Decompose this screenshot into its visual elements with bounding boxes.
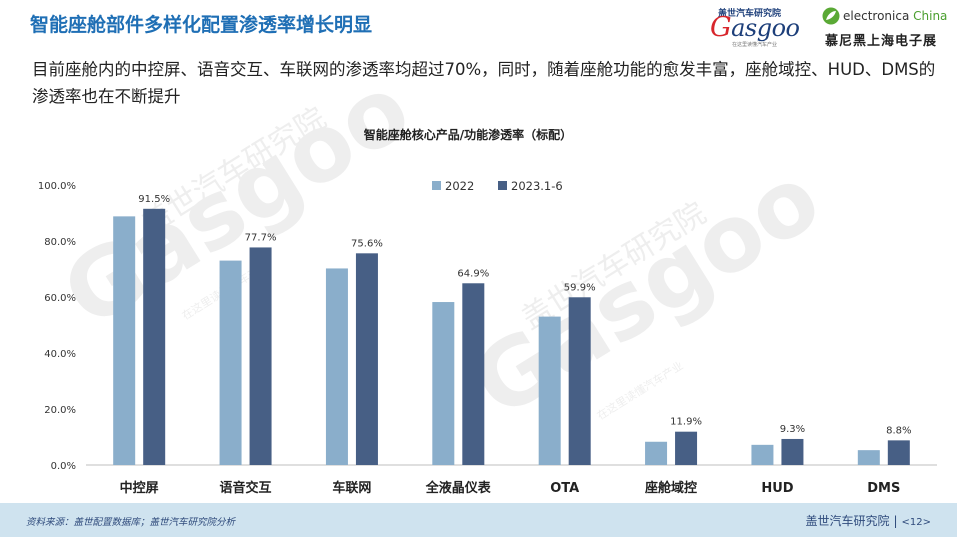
y-tick-label: 20.0% <box>44 405 76 416</box>
x-category-label: 全液晶仪表 <box>425 480 492 496</box>
bar-value-label: 8.8% <box>886 425 911 436</box>
footer-page: 盖世汽车研究院 | <12> <box>805 512 931 529</box>
bar-value-label: 64.9% <box>457 268 489 279</box>
page-title: 智能座舱部件多样化配置渗透率增长明显 <box>30 14 373 36</box>
bar-2022-1 <box>219 260 242 465</box>
x-category-label: 车联网 <box>332 480 371 496</box>
bar-2022-7 <box>857 450 880 465</box>
y-tick-label: 80.0% <box>44 237 76 248</box>
page-number: <12> <box>901 517 931 528</box>
bar-value-label: 9.3% <box>780 424 805 435</box>
bar-value-label: 59.9% <box>564 282 596 293</box>
y-tick-label: 40.0% <box>44 349 76 360</box>
page-subtitle: 目前座舱内的中控屏、语音交互、车联网的渗透率均超过70%，同时，随着座舱功能的愈… <box>32 60 936 106</box>
gasgoo-logo-rest: asgoo <box>731 14 800 42</box>
footer-bar: 资料来源：盖世配置数据库；盖世汽车研究院分析 盖世汽车研究院 | <12> <box>0 503 957 537</box>
bar-2022-0 <box>113 216 136 465</box>
y-tick-label: 60.0% <box>44 293 76 304</box>
bar-2023-3 <box>462 283 485 465</box>
bar-2023-7 <box>887 440 910 465</box>
y-tick-label: 0.0% <box>51 461 76 472</box>
electronica-suffix: China <box>913 9 948 23</box>
bar-2022-4 <box>538 316 561 465</box>
chart-bars: 91.5% 77.7% 75.6% 64.9% 59.9% 11.9% 9.3% 8.8% <box>113 194 912 466</box>
bar-2023-4 <box>568 297 591 465</box>
bar-2022-5 <box>645 441 668 465</box>
legend-label-2022: 2022 <box>445 179 474 193</box>
x-category-label: 中控屏 <box>120 480 159 496</box>
bar-2022-3 <box>432 302 455 465</box>
bar-2023-2 <box>355 253 378 465</box>
gasgoo-logo-word: Gasgoo <box>710 12 800 43</box>
bar-value-label: 75.6% <box>351 238 383 249</box>
footer-org: 盖世汽车研究院 <box>805 514 890 528</box>
bar-value-label: 91.5% <box>138 194 170 205</box>
x-category-label: OTA <box>550 481 579 496</box>
legend-swatch-2023 <box>498 181 507 190</box>
legend-label-2023: 2023.1-6 <box>511 179 563 193</box>
bar-chart: 智能座舱核心产品/功能渗透率（标配） 2022 2023.1-6 0.0% 20.… <box>38 127 937 496</box>
bar-value-label: 77.7% <box>245 232 277 243</box>
electronica-prefix: electronica <box>843 9 914 23</box>
footer-source: 资料来源：盖世配置数据库；盖世汽车研究院分析 <box>26 517 236 528</box>
x-category-label: HUD <box>761 481 793 496</box>
x-category-label: 语音交互 <box>220 480 272 496</box>
bar-2023-1 <box>249 247 272 465</box>
electronica-logo-text: electronica China <box>843 9 947 23</box>
bar-2023-6 <box>781 438 804 465</box>
bar-2022-2 <box>325 268 348 465</box>
bar-2023-0 <box>143 208 166 466</box>
y-tick-label: 100.0% <box>38 181 76 192</box>
gasgoo-logo-g: G <box>710 12 732 43</box>
x-category-label: 座舱域控 <box>644 480 697 496</box>
chart-title: 智能座舱核心产品/功能渗透率（标配） <box>363 127 572 142</box>
electronica-logo: electronica China 慕尼黑上海电子展 <box>822 6 952 50</box>
gasgoo-logo: 盖世汽车研究院 Gasgoo 在这里读懂汽车产业 <box>706 6 812 48</box>
electronica-logo-cn: 慕尼黑上海电子展 <box>825 34 938 49</box>
gasgoo-logo-tagline: 在这里读懂汽车产业 <box>732 42 778 48</box>
legend-swatch-2022 <box>432 181 441 190</box>
electronica-leaf-icon <box>822 7 840 25</box>
footer-separator: | <box>893 514 898 528</box>
x-category-label: DMS <box>867 481 900 496</box>
bar-2023-5 <box>675 431 698 465</box>
bar-value-label: 11.9% <box>670 417 702 428</box>
bar-2022-6 <box>751 444 774 465</box>
gasgoo-logo-cn: 盖世汽车研究院 <box>718 9 782 19</box>
chart-legend: 2022 2023.1-6 <box>432 179 563 193</box>
